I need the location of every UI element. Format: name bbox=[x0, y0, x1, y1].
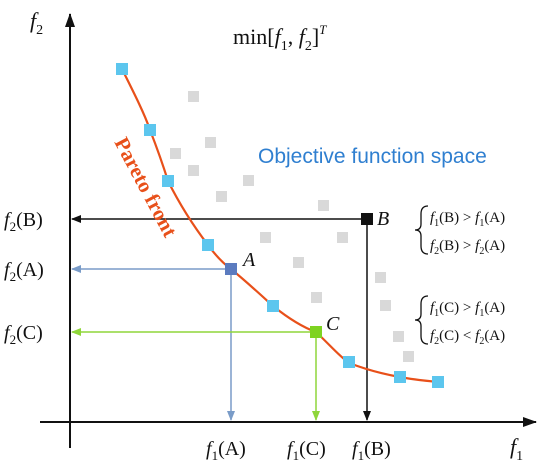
dominated-point bbox=[188, 165, 199, 176]
x-tick-f1-b: f1(B) bbox=[352, 438, 391, 463]
brace-b bbox=[414, 205, 429, 255]
dominated-point bbox=[318, 200, 329, 211]
pareto-point bbox=[202, 239, 214, 251]
x-tick-f1-a: f1(A) bbox=[206, 438, 246, 463]
dominated-point bbox=[170, 148, 181, 159]
pareto-points bbox=[116, 63, 444, 388]
pareto-point bbox=[267, 300, 279, 312]
point-c-marker bbox=[310, 326, 322, 338]
y-tick-f2-a: f2(A) bbox=[4, 259, 44, 284]
dominated-point bbox=[260, 232, 271, 243]
point-c-label: C bbox=[326, 313, 340, 335]
condition-c-2: f2(C) < f2(A) bbox=[430, 328, 505, 347]
dominated-point bbox=[337, 232, 348, 243]
pareto-point bbox=[144, 124, 156, 136]
condition-b-2: f2(B) > f2(A) bbox=[430, 238, 505, 257]
pareto-point bbox=[432, 376, 444, 388]
brace-c bbox=[414, 295, 429, 345]
y-tick-f2-b: f2(B) bbox=[4, 209, 43, 234]
point-a-marker bbox=[225, 263, 237, 275]
dominated-point bbox=[243, 175, 254, 186]
dominated-point bbox=[216, 191, 227, 202]
pareto-point bbox=[343, 356, 355, 368]
objective-title: min[f1, f2]T bbox=[233, 22, 327, 54]
dominated-point bbox=[393, 331, 404, 342]
dominated-point bbox=[375, 272, 386, 283]
point-b-marker bbox=[361, 213, 373, 225]
x-axis-label: f1 bbox=[510, 434, 523, 464]
pareto-point bbox=[162, 175, 174, 187]
point-b-label: B bbox=[377, 208, 389, 230]
dominated-point bbox=[311, 292, 322, 303]
pareto-front-curve bbox=[121, 68, 439, 384]
point-a-label: A bbox=[241, 249, 256, 271]
dominated-point bbox=[293, 257, 304, 268]
y-tick-f2-c: f2(C) bbox=[4, 322, 43, 347]
dominated-point bbox=[403, 351, 414, 362]
pareto-point bbox=[394, 371, 406, 383]
objective-space-label: Objective function space bbox=[258, 145, 487, 168]
dominated-point bbox=[380, 300, 391, 311]
conditions-b: f1(B) > f1(A) f2(B) > f2(A) bbox=[414, 205, 505, 257]
dominated-points bbox=[170, 91, 414, 362]
x-tick-f1-c: f1(C) bbox=[287, 438, 326, 463]
conditions-c: f1(C) > f1(A) f2(C) < f2(A) bbox=[414, 295, 505, 347]
condition-c-1: f1(C) > f1(A) bbox=[430, 300, 505, 319]
dominated-point bbox=[205, 137, 216, 148]
condition-b-1: f1(B) > f1(A) bbox=[430, 210, 505, 229]
pareto-point bbox=[116, 63, 128, 75]
y-axis-label: f2 bbox=[30, 8, 43, 38]
dominated-point bbox=[188, 91, 199, 102]
